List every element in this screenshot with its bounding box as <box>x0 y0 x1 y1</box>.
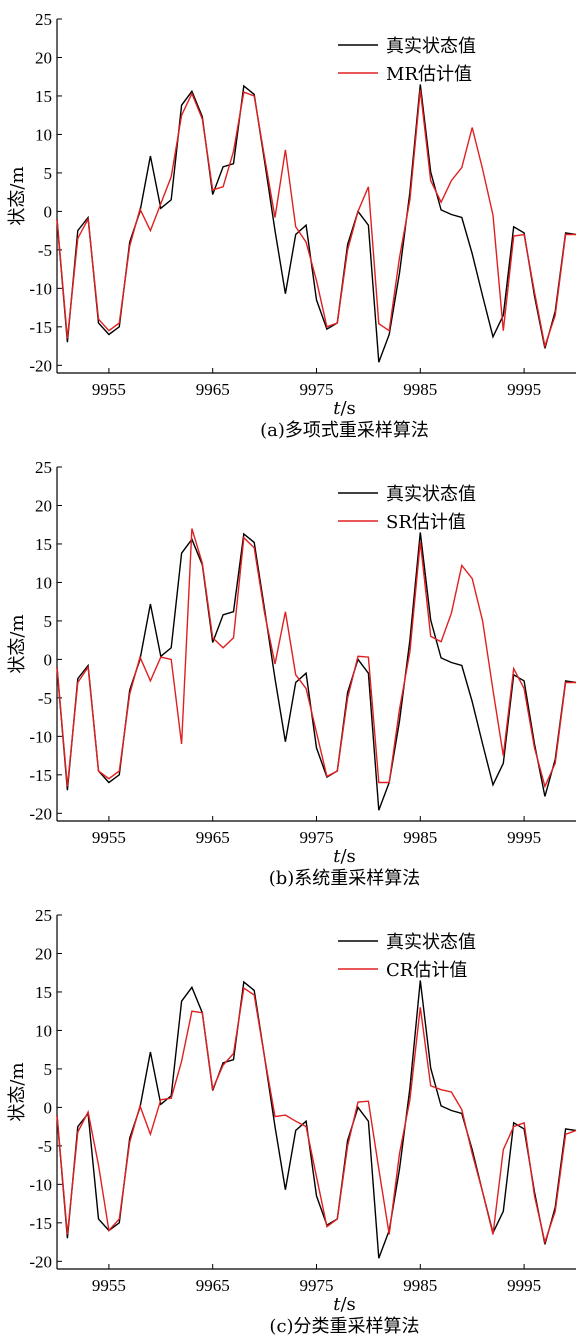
chart-panel-b: -20 -15 -10 -5 0 5 10 15 20 25 9955 9965 9975 9985 999… <box>0 448 580 896</box>
y-tick-label: 25 <box>35 458 52 477</box>
y-tick-label: 20 <box>35 48 52 67</box>
y-tick-label: -15 <box>29 766 52 785</box>
legend-label: 真实状态值 <box>386 484 476 505</box>
y-tick-label: -10 <box>29 1175 52 1194</box>
legend-label: 真实状态值 <box>386 36 476 57</box>
y-tick-label: -5 <box>38 241 52 260</box>
y-tick-label: 10 <box>35 125 52 144</box>
y-axis-label: 状态/m <box>7 614 28 673</box>
y-tick-label: 10 <box>35 1021 52 1040</box>
x-tick-label: 9955 <box>92 828 126 847</box>
figure-caption: (b)系统重采样算法 <box>269 868 421 889</box>
y-tick-label: 10 <box>35 573 52 592</box>
y-tick-label: -10 <box>29 279 52 298</box>
y-tick-label: 5 <box>44 164 53 183</box>
x-tick-label: 9975 <box>300 828 334 847</box>
y-tick-label: -15 <box>29 1214 52 1233</box>
y-tick-label: 15 <box>35 535 52 554</box>
x-tick-label: 9955 <box>92 1276 126 1295</box>
y-tick-label: -20 <box>29 804 52 823</box>
x-axis-label: t/s <box>333 398 356 419</box>
chart-svg: -20 -15 -10 -5 0 5 10 15 20 25 9955 9965 9975 9985 999… <box>7 458 577 889</box>
y-tick-label: 15 <box>35 87 52 106</box>
x-tick-label: 9965 <box>196 1276 230 1295</box>
figure-caption: (c)分类重采样算法 <box>269 1316 419 1337</box>
legend-label: CR估计值 <box>386 960 467 981</box>
y-tick-label: 5 <box>44 612 53 631</box>
chart-svg: -20 -15 -10 -5 0 5 10 15 20 25 9955 9965 9975 9985 999… <box>7 906 577 1337</box>
y-tick-label: 5 <box>44 1060 53 1079</box>
series-line-estimate <box>56 89 576 349</box>
y-tick-label: -5 <box>38 1137 52 1156</box>
y-tick-label: -20 <box>29 1252 52 1271</box>
y-tick-label: -10 <box>29 727 52 746</box>
x-tick-label: 9975 <box>300 1276 334 1295</box>
series-line-estimate <box>56 986 577 1245</box>
x-axis-label: t/s <box>333 1294 356 1315</box>
x-axis-label: t/s <box>333 846 356 867</box>
y-tick-label: 25 <box>35 10 52 29</box>
series-line-true-state <box>56 532 577 811</box>
legend-label: MR估计值 <box>386 64 472 85</box>
series-line-estimate <box>56 528 576 789</box>
legend-label: 真实状态值 <box>386 932 476 953</box>
y-tick-label: 20 <box>35 496 52 515</box>
y-tick-label: -15 <box>29 318 52 337</box>
x-tick-label: 9985 <box>403 380 437 399</box>
y-tick-label: 15 <box>35 983 52 1002</box>
x-tick-label: 9995 <box>507 380 541 399</box>
series-line-true-state <box>56 84 577 363</box>
x-tick-label: 9975 <box>300 380 334 399</box>
y-axis-label: 状态/m <box>7 166 28 225</box>
x-tick-label: 9965 <box>196 828 230 847</box>
chart-panel-a: -20 -15 -10 -5 0 5 10 15 20 25 9955 9965 9975 9985 999… <box>0 0 580 448</box>
y-tick-label: -5 <box>38 689 52 708</box>
chart-panel-c: -20 -15 -10 -5 0 5 10 15 20 25 9955 9965 9975 9985 999… <box>0 896 580 1343</box>
y-tick-label: 20 <box>35 944 52 963</box>
x-tick-label: 9985 <box>403 828 437 847</box>
legend-label: SR估计值 <box>386 512 466 533</box>
series-line-true-state <box>56 980 577 1259</box>
x-tick-label: 9995 <box>507 828 541 847</box>
chart-svg: -20 -15 -10 -5 0 5 10 15 20 25 9955 9965 9975 9985 999… <box>7 10 577 441</box>
y-tick-label: 25 <box>35 906 52 925</box>
figure-caption: (a)多项式重采样算法 <box>260 420 429 441</box>
y-tick-label: -20 <box>29 356 52 375</box>
y-tick-label: 0 <box>44 1098 53 1117</box>
y-axis-label: 状态/m <box>7 1062 28 1121</box>
y-tick-label: 0 <box>44 202 53 221</box>
x-tick-label: 9965 <box>196 380 230 399</box>
x-tick-label: 9955 <box>92 380 126 399</box>
x-tick-label: 9995 <box>507 1276 541 1295</box>
x-tick-label: 9985 <box>403 1276 437 1295</box>
y-tick-label: 0 <box>44 650 53 669</box>
